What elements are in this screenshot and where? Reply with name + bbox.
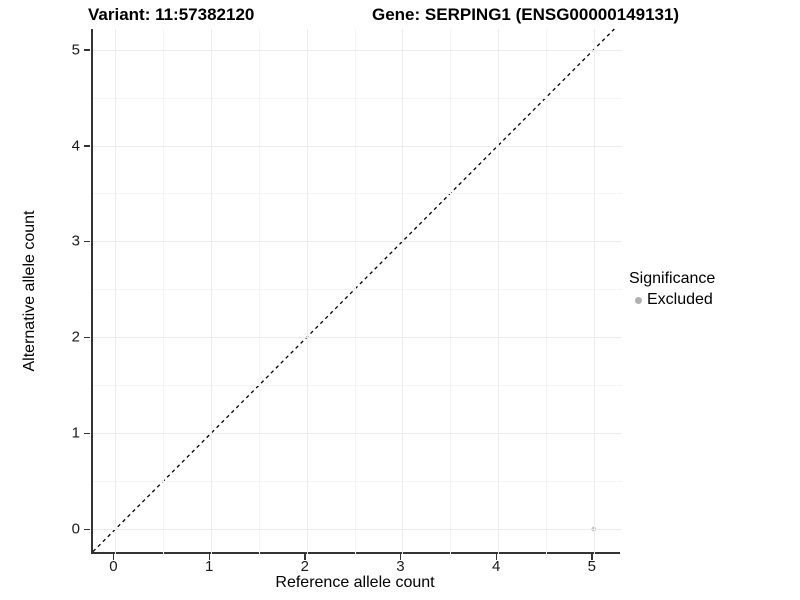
y-tick-label: 3: [71, 232, 80, 250]
x-tick-mark: [495, 554, 498, 560]
x-tick-label: 0: [109, 558, 118, 575]
legend-title: Significance: [629, 270, 716, 287]
y-tick-mark: [84, 432, 90, 435]
plot-panel: [91, 28, 622, 554]
legend-entry-label: Excluded: [647, 291, 713, 308]
x-tick-label: 4: [491, 558, 501, 575]
y-tick-label: 5: [71, 41, 80, 59]
legend: Significance Excluded: [629, 270, 715, 309]
gridline: [593, 29, 595, 554]
gridline: [163, 29, 165, 554]
y-tick-mark: [84, 528, 90, 531]
gridline: [93, 481, 622, 483]
gridline: [93, 433, 622, 435]
y-tick-label: 0: [71, 520, 80, 538]
x-tick-mark: [591, 554, 593, 560]
x-tick-mark: [208, 554, 211, 560]
x-tick-mark: [399, 554, 402, 560]
variant-title: Variant: 11:57382120: [88, 5, 255, 24]
x-tick-mark: [304, 554, 306, 560]
y-tick-mark: [84, 49, 90, 51]
x-tick-label: 2: [300, 558, 309, 575]
excluded-point-icon: [634, 296, 642, 304]
x-axis-title: Reference allele count: [275, 574, 435, 591]
y-tick-mark: [84, 145, 90, 147]
legend-entry-excluded: Excluded: [629, 291, 715, 309]
y-axis-title: Alternative allele count: [21, 210, 38, 372]
gridline: [545, 29, 547, 554]
y-tick-label: 2: [71, 328, 80, 346]
gridline: [93, 385, 622, 387]
gridline: [354, 29, 356, 554]
gridline: [93, 193, 622, 195]
gridline: [498, 29, 500, 554]
gridline: [93, 337, 622, 339]
y-tick-mark: [84, 240, 90, 243]
y-tick-mark: [84, 336, 90, 339]
gridline: [115, 29, 117, 554]
gridline: [93, 289, 622, 291]
gridline: [93, 529, 622, 531]
x-tick-label: 3: [396, 558, 405, 575]
x-tick-mark: [112, 554, 115, 560]
legend-key: [629, 291, 647, 309]
gridline: [450, 29, 452, 554]
gridline: [211, 29, 213, 554]
gridline: [93, 145, 622, 147]
y-tick-label: 1: [71, 424, 80, 442]
plot-layer: [92, 28, 615, 553]
gridline: [93, 241, 622, 243]
x-tick-label: 1: [204, 558, 214, 575]
gridline: [258, 29, 260, 554]
gene-title: Gene: SERPING1 (ENSG00000149131): [372, 5, 680, 24]
x-tick-label: 5: [587, 558, 596, 575]
gridline: [93, 97, 622, 99]
gridline: [93, 49, 622, 51]
gridline: [306, 29, 308, 554]
y-tick-label: 4: [71, 137, 80, 154]
gridline: [402, 29, 404, 554]
